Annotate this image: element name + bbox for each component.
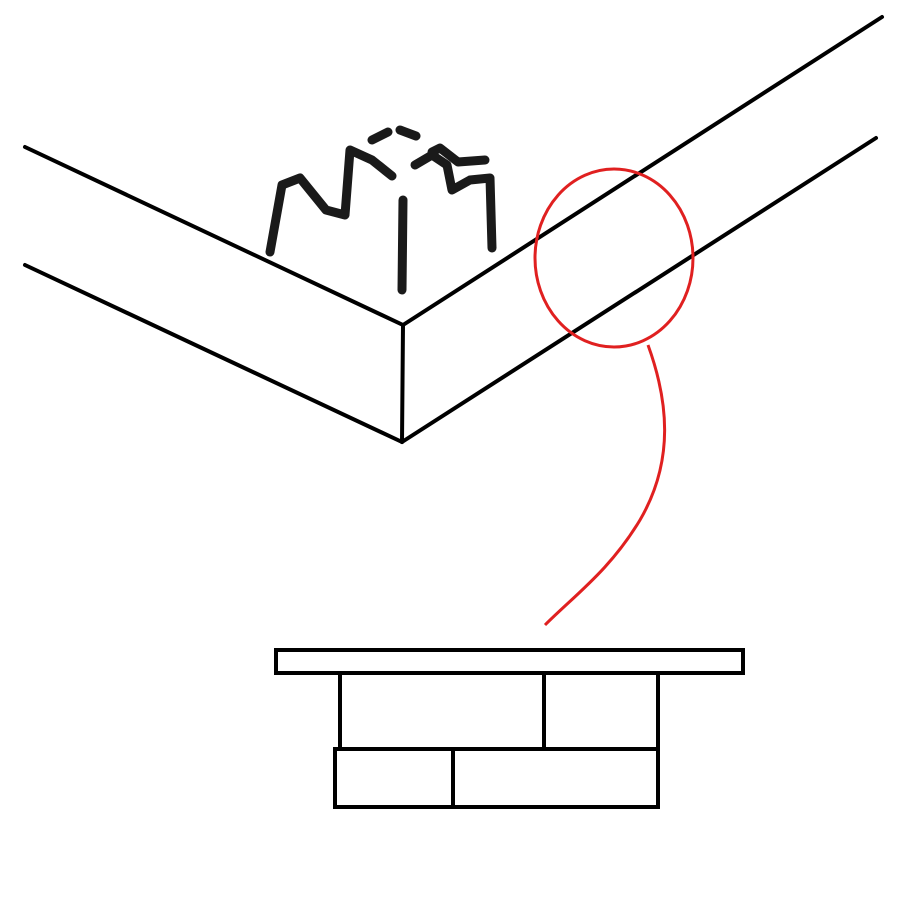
scribble-top-dashes	[367, 125, 421, 145]
scribble-upper-right	[427, 143, 490, 167]
highlight-callout	[533, 167, 695, 627]
left-top-edge	[23, 145, 405, 327]
upper-block-right	[542, 671, 660, 751]
highlight-circle	[533, 167, 695, 349]
scribble-left	[265, 145, 397, 257]
upper-block-left	[338, 671, 546, 751]
top-slab	[274, 648, 745, 675]
right-top-edge	[401, 15, 884, 327]
scribble-right	[410, 150, 497, 253]
left-bottom-edge	[23, 263, 404, 444]
right-bottom-edge	[400, 136, 878, 444]
callout-connector	[543, 344, 667, 627]
crown-scribble	[265, 125, 497, 295]
detail-cross-section	[274, 648, 745, 809]
corner-vertical-edge	[400, 323, 405, 444]
lower-block-right	[451, 747, 660, 809]
corner-structure	[23, 15, 884, 444]
scribble-center-stem	[397, 195, 408, 295]
lower-block-left	[333, 747, 455, 809]
